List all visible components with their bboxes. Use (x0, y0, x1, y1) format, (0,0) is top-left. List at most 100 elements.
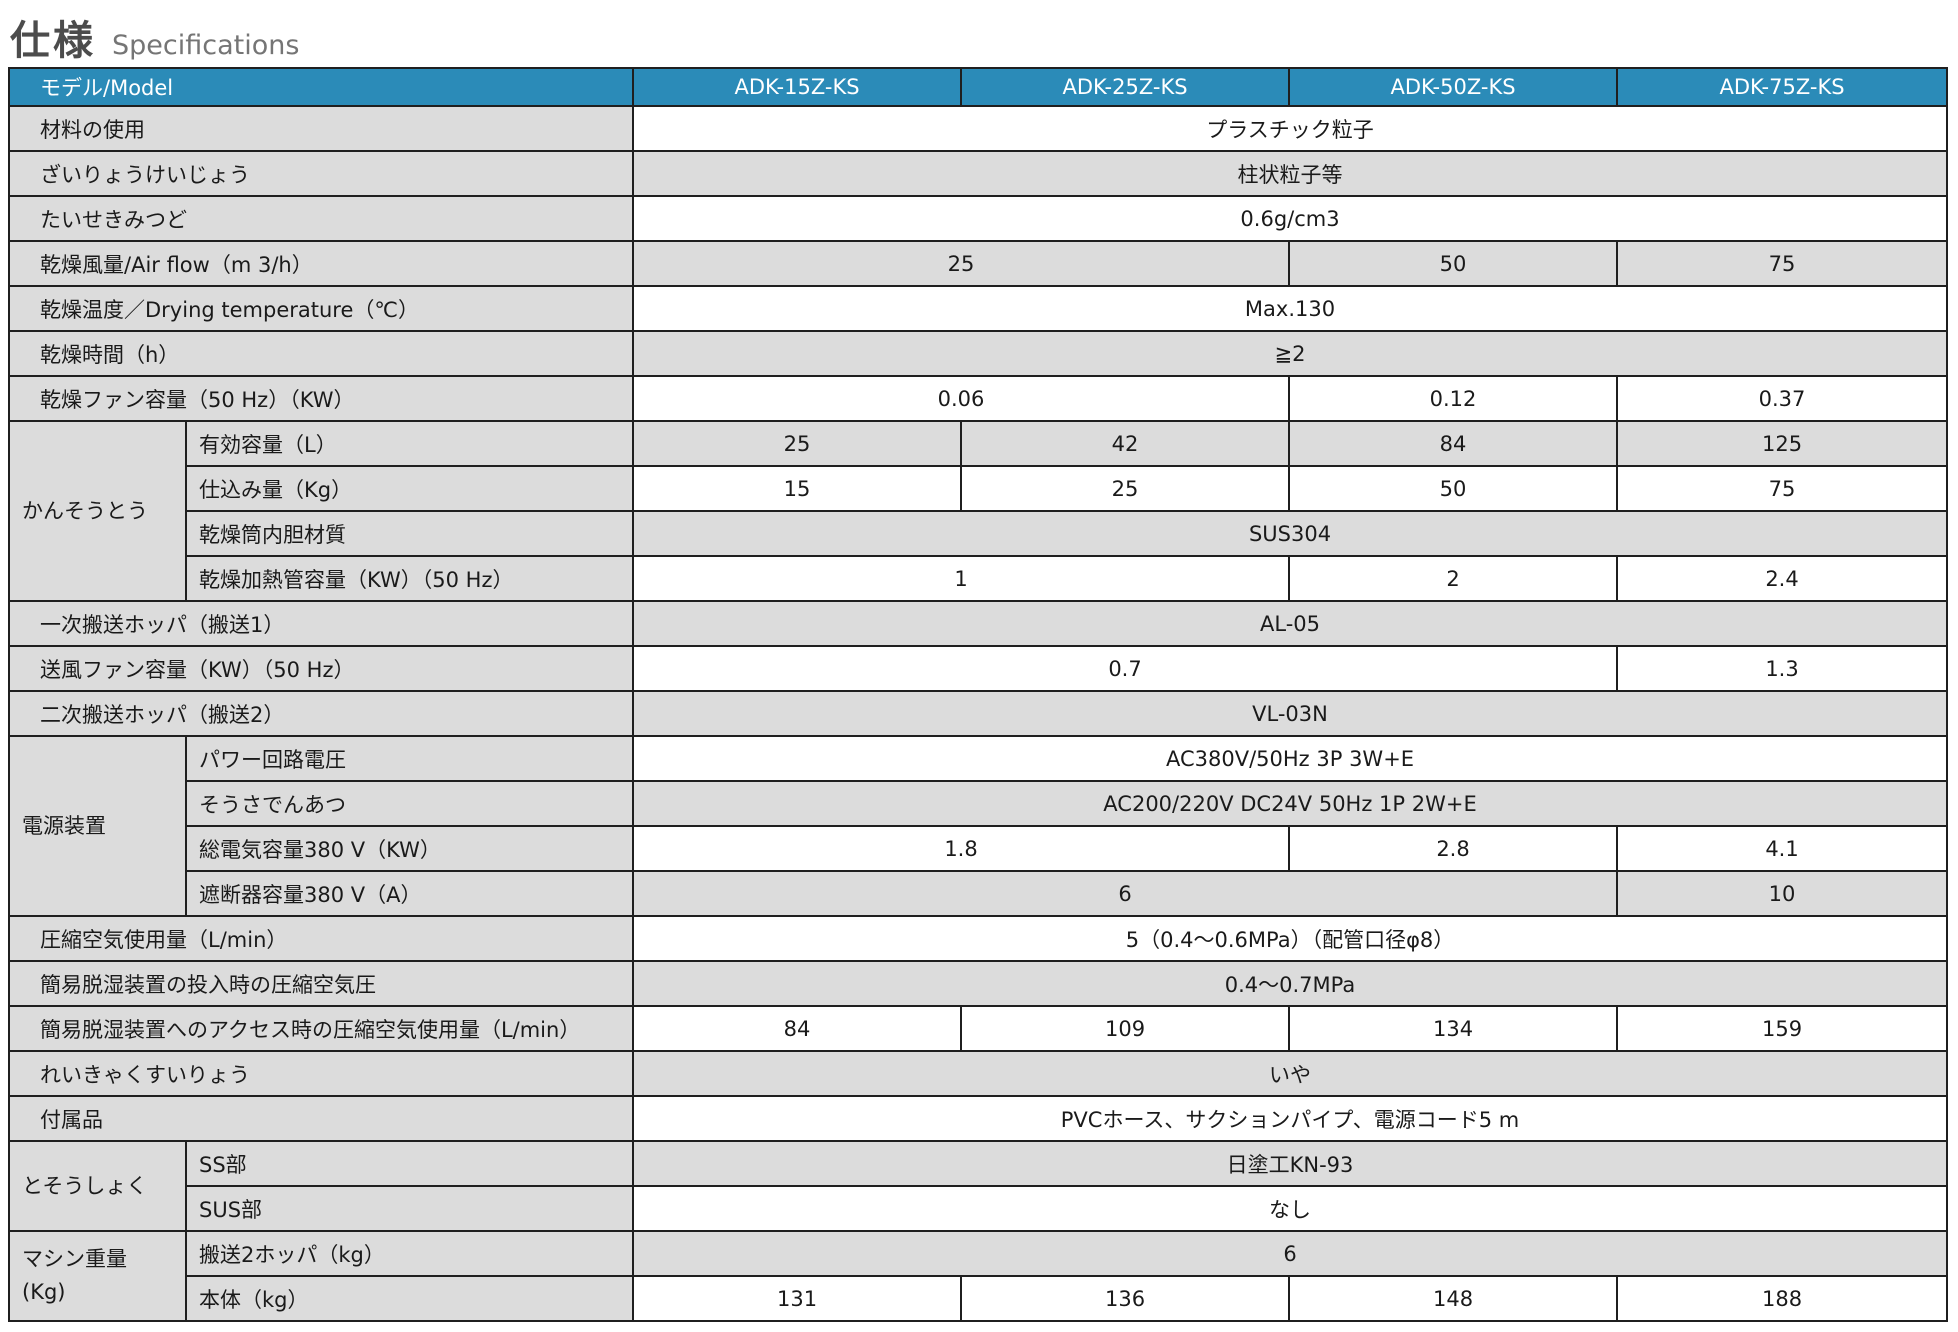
spec-row: 乾燥ファン容量（50 Hz）（KW） 0.06 0.12 0.37 (7, 375, 1949, 422)
spec-label: パワー回路電圧 (184, 735, 635, 782)
model-header: ADK-75Z-KS (1616, 67, 1949, 107)
page-subtitle: Specifications (112, 30, 300, 61)
spec-value: 0.4～0.7MPa (632, 960, 1949, 1007)
spec-row: 簡易脱湿装置の投入時の圧縮空気圧 0.4～0.7MPa (7, 960, 1949, 1007)
spec-label: 乾燥風量/Air flow（m 3/h） (7, 240, 635, 287)
spec-value: 1.8 (632, 825, 1291, 872)
model-header: ADK-15Z-KS (632, 67, 963, 107)
spec-row: マシン重量 (Kg) 搬送2ホッパ（kg） 6 (8, 1230, 1949, 1322)
group-label: 電源装置 (8, 735, 187, 917)
spec-row: ざいりょうけいじょう 柱状粒子等 (7, 150, 1949, 197)
spec-value: 10 (1616, 870, 1949, 917)
spec-value: 0.37 (1616, 375, 1949, 422)
spec-label: れいきゃくすいりょう (7, 1050, 635, 1097)
spec-value: 131 (632, 1275, 963, 1322)
spec-value: 0.06 (632, 375, 1291, 422)
spec-value: 15 (632, 465, 963, 512)
spec-value: PVCホース、サクションパイプ、電源コード5 m (632, 1095, 1949, 1142)
spec-value: AC200/220V DC24V 50Hz 1P 2W+E (632, 780, 1949, 827)
spec-value: 50 (1288, 240, 1619, 287)
spec-value: 柱状粒子等 (632, 150, 1949, 197)
spec-row: 乾燥温度／Drying temperature（℃） Max.130 (7, 285, 1949, 332)
spec-label: 簡易脱湿装置の投入時の圧縮空気圧 (7, 960, 635, 1007)
spec-row: 本体（kg） 131 136 148 188 (9, 1275, 1949, 1322)
spec-value: 2 (1288, 555, 1619, 602)
spec-label: たいせきみつど (7, 195, 635, 242)
spec-label: 送風ファン容量（KW）（50 Hz） (7, 645, 635, 692)
spec-value: 1 (632, 555, 1291, 602)
spec-value: VL-03N (632, 690, 1949, 737)
spec-value: 75 (1616, 240, 1949, 287)
spec-label: 総電気容量380 V（KW） (184, 825, 635, 872)
spec-label: 圧縮空気使用量（L/min） (7, 915, 635, 962)
spec-row: 遮断器容量380 V（A） 6 10 (9, 870, 1949, 917)
spec-label: 簡易脱湿装置へのアクセス時の圧縮空気使用量（L/min） (7, 1005, 635, 1052)
spec-value: 0.7 (632, 645, 1619, 692)
model-header-row: モデル/Model ADK-15Z-KS ADK-25Z-KS ADK-50Z-KS A… (7, 67, 1949, 107)
spec-value: なし (632, 1185, 1949, 1232)
group-label: マシン重量 (Kg) (8, 1230, 187, 1322)
group-label: かんそうとう (8, 420, 187, 602)
spec-row: 仕込み量（Kg） 15 25 50 75 (9, 465, 1949, 512)
spec-label: そうさでんあつ (184, 780, 635, 827)
spec-label: SS部 (184, 1140, 635, 1187)
specifications-table: モデル/Model ADK-15Z-KS ADK-25Z-KS ADK-50Z-KS A… (7, 67, 1949, 1322)
spec-row: 送風ファン容量（KW）（50 Hz） 0.7 1.3 (7, 645, 1949, 692)
model-header: ADK-25Z-KS (960, 67, 1291, 107)
spec-row: かんそうとう 有効容量（L） 25 42 84 125 (8, 420, 1949, 602)
spec-label: 材料の使用 (7, 105, 635, 152)
spec-row: 二次搬送ホッパ（搬送2） VL-03N (7, 690, 1949, 737)
spec-value: プラスチック粒子 (632, 105, 1949, 152)
page-heading: 仕様 Specifications (0, 0, 1958, 67)
spec-value: 75 (1616, 465, 1949, 512)
spec-value: 2.4 (1616, 555, 1949, 602)
spec-label: 乾燥筒内胆材質 (184, 510, 635, 557)
table-header: モデル/Model ADK-15Z-KS ADK-25Z-KS ADK-50Z-KS A… (7, 67, 1949, 107)
spec-value: 159 (1616, 1005, 1949, 1052)
spec-row: 乾燥加熱管容量（KW）（50 Hz） 1 2 2.4 (9, 555, 1949, 602)
spec-label: 遮断器容量380 V（A） (184, 870, 635, 917)
spec-label: 乾燥加熱管容量（KW）（50 Hz） (184, 555, 635, 602)
spec-value: 25 (632, 420, 963, 467)
spec-row: SUS部 なし (9, 1185, 1949, 1232)
model-header-label: モデル/Model (7, 67, 635, 107)
spec-value: 50 (1288, 465, 1619, 512)
spec-value: 日塗工KN-93 (632, 1140, 1949, 1187)
spec-value: AC380V/50Hz 3P 3W+E (632, 735, 1949, 782)
spec-label: 乾燥ファン容量（50 Hz）（KW） (7, 375, 635, 422)
spec-value: 25 (632, 240, 1291, 287)
spec-value: 0.6g/cm3 (632, 195, 1949, 242)
spec-label: 搬送2ホッパ（kg） (184, 1230, 635, 1277)
spec-value: 84 (632, 1005, 963, 1052)
spec-value: 0.12 (1288, 375, 1619, 422)
spec-value: ≧2 (632, 330, 1949, 377)
spec-label: SUS部 (184, 1185, 635, 1232)
group-label: とそうしょく (8, 1140, 187, 1232)
table-body: 材料の使用 プラスチック粒子 ざいりょうけいじょう 柱状粒子等 たいせきみつど 0.6g/… (7, 105, 1949, 1322)
spec-value: 84 (1288, 420, 1619, 467)
spec-row: 簡易脱湿装置へのアクセス時の圧縮空気使用量（L/min） 84 109 134 159 (7, 1005, 1949, 1052)
spec-value: AL-05 (632, 600, 1949, 647)
spec-row: 付属品 PVCホース、サクションパイプ、電源コード5 m (7, 1095, 1949, 1142)
spec-value: 42 (960, 420, 1291, 467)
spec-value: 134 (1288, 1005, 1619, 1052)
spec-label: 仕込み量（Kg） (184, 465, 635, 512)
spec-value: 25 (960, 465, 1291, 512)
spec-row: 総電気容量380 V（KW） 1.8 2.8 4.1 (9, 825, 1949, 872)
spec-label: 二次搬送ホッパ（搬送2） (7, 690, 635, 737)
spec-row: そうさでんあつ AC200/220V DC24V 50Hz 1P 2W+E (9, 780, 1949, 827)
spec-value: 148 (1288, 1275, 1619, 1322)
spec-row: れいきゃくすいりょう いや (7, 1050, 1949, 1097)
spec-row: 電源装置 パワー回路電圧 AC380V/50Hz 3P 3W+E (8, 735, 1949, 917)
spec-label: 乾燥時間（h） (7, 330, 635, 377)
spec-value: 6 (632, 870, 1619, 917)
spec-value: Max.130 (632, 285, 1949, 332)
spec-value: いや (632, 1050, 1949, 1097)
spec-row: たいせきみつど 0.6g/cm3 (7, 195, 1949, 242)
spec-row: 乾燥風量/Air flow（m 3/h） 25 50 75 (7, 240, 1949, 287)
spec-row: 一次搬送ホッパ（搬送1） AL-05 (7, 600, 1949, 647)
spec-value: 2.8 (1288, 825, 1619, 872)
spec-row: 材料の使用 プラスチック粒子 (7, 105, 1949, 152)
spec-value: 109 (960, 1005, 1291, 1052)
spec-value: 125 (1616, 420, 1949, 467)
